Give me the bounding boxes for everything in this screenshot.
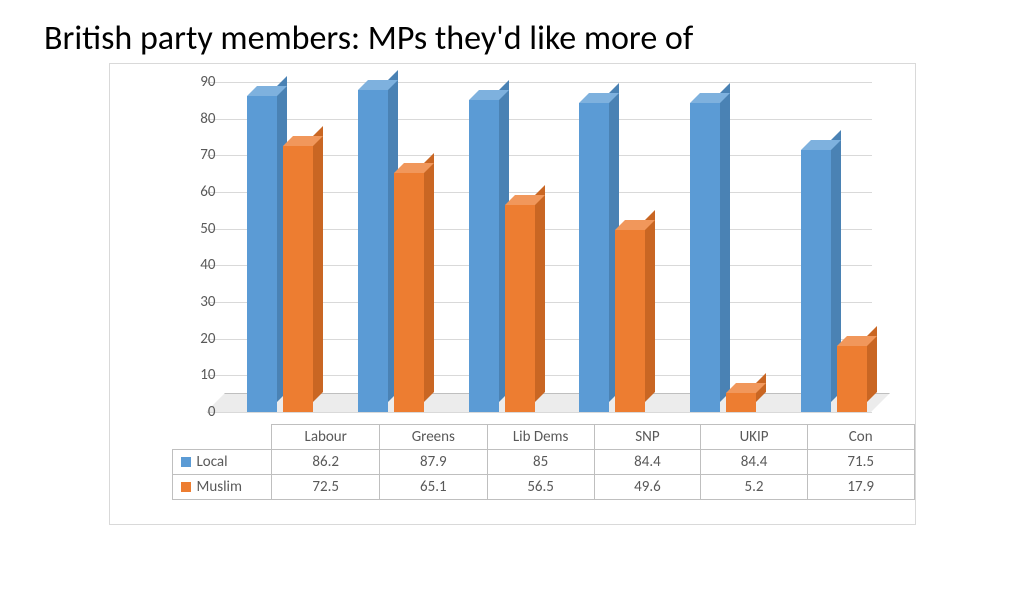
- bar-local-ukip: [690, 103, 720, 412]
- column-header: Lib Dems: [487, 425, 594, 450]
- column-header: Con: [807, 425, 914, 450]
- data-cell: 5.2: [701, 475, 808, 500]
- data-table: LabourGreensLib DemsSNPUKIPConLocal86.28…: [172, 424, 915, 500]
- bars-layer: [225, 82, 890, 412]
- bar-local-con: [801, 150, 831, 412]
- bar-muslim-ukip: [726, 393, 756, 412]
- column-header: UKIP: [701, 425, 808, 450]
- bar-muslim-con: [837, 346, 867, 412]
- bar-muslim-lib-dems: [505, 205, 535, 412]
- y-tick-label: 80: [186, 110, 216, 128]
- bar-local-snp: [579, 103, 609, 412]
- data-cell: 85: [487, 450, 594, 475]
- grid-line: [207, 412, 872, 413]
- y-tick-label: 20: [186, 330, 216, 348]
- y-tick-label: 50: [186, 220, 216, 238]
- data-cell: 65.1: [380, 475, 488, 500]
- bar-local-lib-dems: [469, 100, 499, 412]
- series-name: Muslim: [197, 478, 242, 496]
- y-tick-label: 90: [186, 73, 216, 91]
- bar-local-labour: [247, 96, 277, 412]
- slide-title: British party members: MPs they'd like m…: [44, 18, 1024, 59]
- y-tick-label: 70: [186, 146, 216, 164]
- row-header-muslim: Muslim: [172, 475, 272, 500]
- data-cell: 84.4: [701, 450, 808, 475]
- plot-area: [225, 82, 890, 412]
- local-swatch-icon: [181, 457, 191, 467]
- column-header: Greens: [380, 425, 488, 450]
- series-name: Local: [197, 453, 228, 471]
- chart-container: 0 10 20 30 40 50 60 70 80 90 LabourGreensLib Dems…: [109, 63, 916, 525]
- data-cell: 71.5: [807, 450, 914, 475]
- data-cell: 84.4: [594, 450, 701, 475]
- bar-muslim-snp: [615, 230, 645, 412]
- muslim-swatch-icon: [181, 482, 191, 492]
- column-header: Labour: [272, 425, 380, 450]
- bar-local-greens: [358, 90, 388, 412]
- data-cell: 87.9: [380, 450, 488, 475]
- y-tick-label: 60: [186, 183, 216, 201]
- bar-muslim-labour: [283, 146, 313, 412]
- table-corner: [172, 425, 272, 450]
- row-header-local: Local: [172, 450, 272, 475]
- y-tick-label: 30: [186, 293, 216, 311]
- y-tick-label: 10: [186, 366, 216, 384]
- data-cell: 56.5: [487, 475, 594, 500]
- data-cell: 49.6: [594, 475, 701, 500]
- data-cell: 17.9: [807, 475, 914, 500]
- data-cell: 86.2: [272, 450, 380, 475]
- y-tick-label: 40: [186, 256, 216, 274]
- y-tick-label: 0: [186, 403, 216, 421]
- column-header: SNP: [594, 425, 701, 450]
- bar-muslim-greens: [394, 173, 424, 412]
- data-cell: 72.5: [272, 475, 380, 500]
